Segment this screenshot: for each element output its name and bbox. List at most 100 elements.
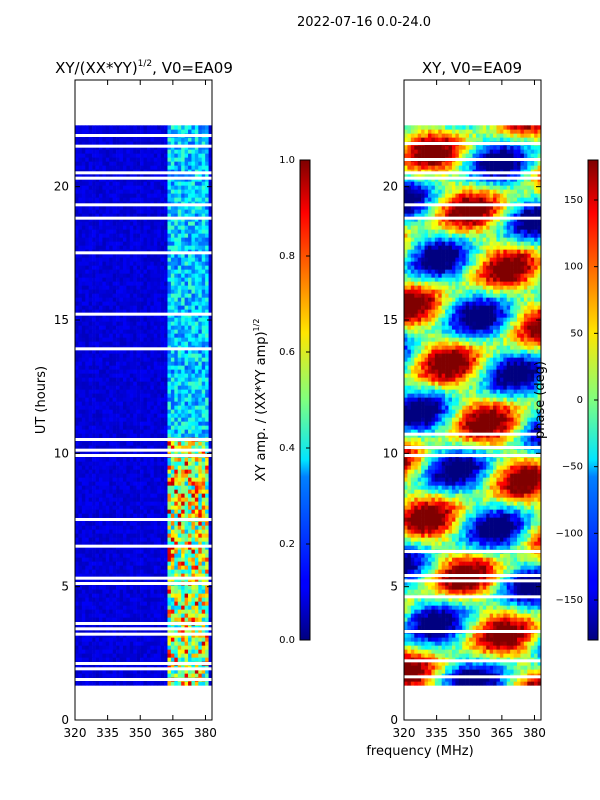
amplitude-cell [116, 213, 120, 218]
amplitude-cell [126, 425, 131, 430]
amplitude-cell [191, 565, 196, 570]
amplitude-cell [119, 193, 124, 198]
amplitude-cell [201, 429, 206, 434]
amplitude-cell [150, 441, 155, 446]
amplitude-cell [174, 529, 179, 534]
amplitude-cell [188, 465, 192, 470]
amplitude-cell [88, 297, 93, 302]
amplitude-cell [170, 381, 175, 386]
amplitude-cell [126, 329, 131, 334]
amplitude-cell [191, 637, 196, 642]
amplitude-cell [198, 649, 203, 654]
amplitude-cell [126, 493, 131, 498]
amplitude-cell [174, 261, 179, 266]
amplitude-cell [194, 457, 199, 462]
amplitude-cell [194, 477, 199, 482]
amplitude-cell [170, 285, 175, 290]
amplitude-cell [208, 369, 213, 374]
amplitude-cell [119, 261, 124, 266]
amplitude-cell [95, 341, 100, 346]
amplitude-cell [116, 505, 120, 510]
amplitude-cell [119, 569, 124, 574]
amplitude-cell [184, 337, 189, 342]
amplitude-cell [92, 389, 96, 394]
amplitude-cell [88, 605, 93, 610]
amplitude-cell [109, 337, 113, 342]
amplitude-cell [208, 357, 213, 362]
amplitude-cell [109, 365, 113, 370]
amplitude-cell [167, 213, 172, 218]
amplitude-cell [174, 617, 179, 622]
amplitude-cell [95, 393, 100, 398]
amplitude-cell [150, 649, 155, 654]
amplitude-cell [112, 421, 117, 426]
amplitude-cell [198, 385, 203, 390]
amplitude-cell [136, 601, 141, 606]
amplitude-cell [92, 225, 96, 230]
amplitude-cell [85, 361, 89, 366]
amplitude-cell [150, 317, 155, 322]
amplitude-cell [143, 253, 148, 258]
amplitude-cell [205, 233, 209, 238]
amplitude-cell [119, 329, 124, 334]
amplitude-cell [184, 493, 189, 498]
amplitude-cell [140, 521, 144, 526]
amplitude-cell [133, 669, 137, 674]
amplitude-cell [143, 281, 148, 286]
amplitude-cell [78, 349, 83, 354]
amplitude-cell [78, 421, 83, 426]
amplitude-cell [119, 657, 124, 662]
amplitude-cell [205, 241, 209, 246]
amplitude-cell [174, 229, 179, 234]
amplitude-cell [167, 233, 172, 238]
amplitude-cell [194, 293, 199, 298]
amplitude-cell [102, 613, 107, 618]
amplitude-cell [167, 305, 172, 310]
amplitude-cell [194, 597, 199, 602]
amplitude-cell [160, 373, 165, 378]
amplitude-cell [133, 601, 137, 606]
amplitude-cell [95, 641, 100, 646]
amplitude-cell [167, 245, 172, 250]
amplitude-cell [201, 465, 206, 470]
amplitude-cell [150, 385, 155, 390]
amplitude-cell [129, 233, 134, 238]
amplitude-cell [136, 553, 141, 558]
amplitude-cell [136, 205, 141, 210]
amplitude-cell [140, 441, 144, 446]
amplitude-cell [88, 357, 93, 362]
amplitude-cell [167, 589, 172, 594]
amplitude-cell [81, 317, 86, 322]
amplitude-cell [98, 405, 103, 410]
amplitude-cell [191, 569, 196, 574]
amplitude-cell [88, 469, 93, 474]
amplitude-cell [81, 645, 86, 650]
amplitude-cell [133, 565, 137, 570]
amplitude-cell [140, 505, 144, 510]
amplitude-cell [167, 333, 172, 338]
amplitude-cell [205, 561, 209, 566]
amplitude-cell [188, 317, 192, 322]
amplitude-cell [136, 329, 141, 334]
amplitude-cell [157, 369, 161, 374]
amplitude-cell [191, 589, 196, 594]
amplitude-cell [136, 337, 141, 342]
amplitude-cell [153, 681, 158, 686]
amplitude-cell [126, 265, 131, 270]
amplitude-cell [170, 241, 175, 246]
amplitude-cell [160, 569, 165, 574]
amplitude-cell [133, 613, 137, 618]
amplitude-cell [201, 481, 206, 486]
amplitude-cell [146, 669, 151, 674]
amplitude-cell [157, 461, 161, 466]
amplitude-cell [136, 605, 141, 610]
amplitude-cell [112, 441, 117, 446]
amplitude-cell [177, 357, 182, 362]
amplitude-cell [150, 265, 155, 270]
amplitude-cell [105, 353, 110, 358]
amplitude-cell [116, 365, 120, 370]
amplitude-cell [150, 421, 155, 426]
amplitude-cell [78, 613, 83, 618]
amplitude-cell [177, 465, 182, 470]
amplitude-cell [157, 233, 161, 238]
